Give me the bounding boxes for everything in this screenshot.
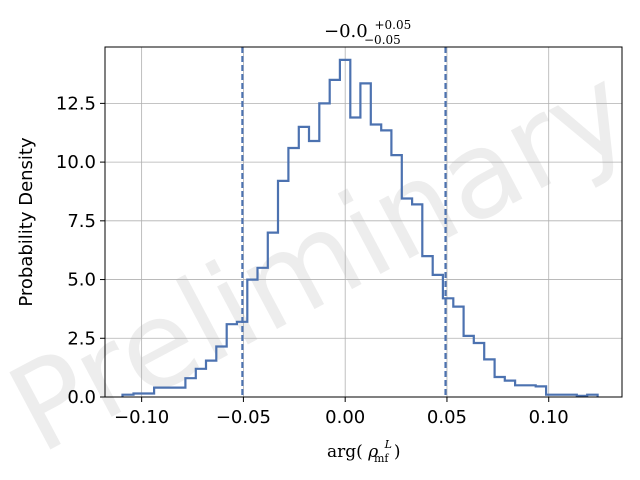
histogram-step-line bbox=[121, 58, 599, 397]
y-axis-label: Probability Density bbox=[16, 137, 37, 307]
y-tick-label: 2.5 bbox=[67, 328, 96, 349]
x-tick-label: 0.05 bbox=[427, 407, 467, 428]
title-upper-error: +0.05 bbox=[374, 18, 411, 32]
y-tick-label: 10.0 bbox=[56, 152, 96, 173]
title-value: −0.0 bbox=[324, 21, 368, 42]
x-tick-label: 0.10 bbox=[529, 407, 569, 428]
x-label-func: arg( bbox=[327, 442, 363, 462]
x-axis-label: arg( ρ L mf ) bbox=[327, 433, 401, 467]
axes: −0.10 −0.05 0.00 0.05 0.10 0.0 2.5 5.0 7.5 10.0 12… bbox=[56, 46, 623, 428]
title-lower-error: −0.05 bbox=[364, 33, 401, 47]
y-tick-label: 5.0 bbox=[67, 270, 96, 291]
x-label-sub: mf bbox=[374, 452, 389, 465]
x-label-close: ) bbox=[394, 442, 401, 462]
x-tick-label: −0.05 bbox=[216, 407, 271, 428]
y-tick-label: 12.5 bbox=[56, 93, 96, 114]
x-tick-label: 0.00 bbox=[325, 407, 365, 428]
x-label-sup: L bbox=[384, 438, 392, 451]
plot-area bbox=[121, 47, 599, 397]
x-label-symbol: ρ bbox=[367, 442, 378, 462]
chart-title: −0.0 +0.05 −0.05 bbox=[324, 13, 417, 47]
y-tick-label: 7.5 bbox=[67, 211, 96, 232]
x-tick-label: −0.10 bbox=[114, 407, 169, 428]
y-tick-label: 0.0 bbox=[67, 387, 96, 408]
axes-frame bbox=[104, 46, 623, 398]
